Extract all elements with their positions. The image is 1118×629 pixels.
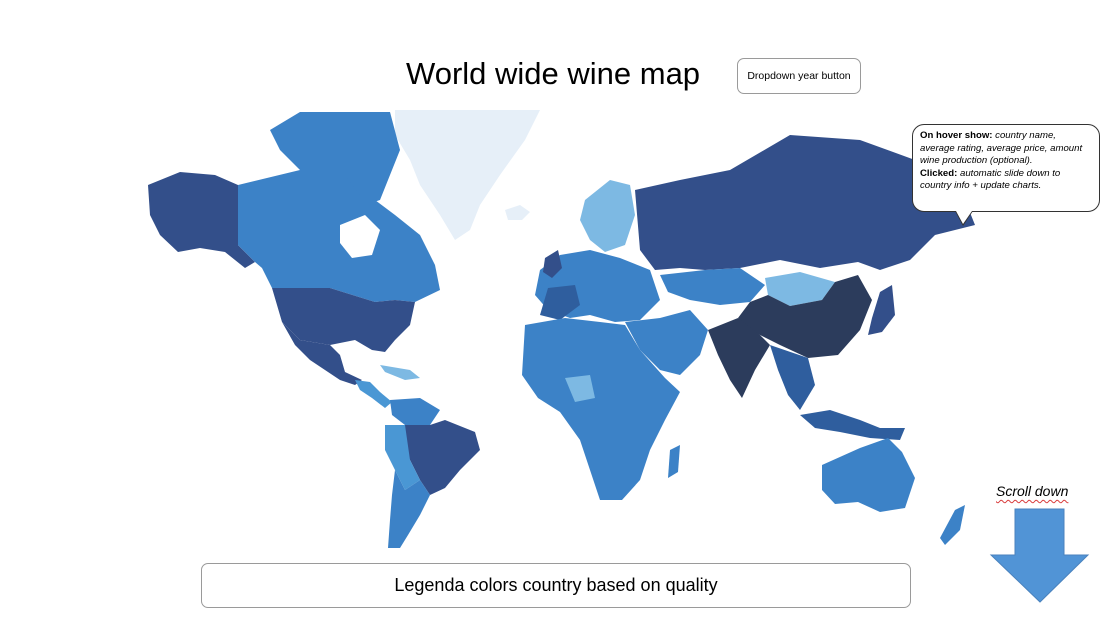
- water-hudson-bay: [340, 215, 380, 258]
- year-dropdown-button[interactable]: Dropdown year button: [737, 58, 861, 94]
- country-madagascar[interactable]: [668, 445, 680, 478]
- callout-hover-text: country name, average rating, average pr…: [920, 130, 1083, 166]
- country-kazakhstan[interactable]: [660, 268, 765, 305]
- country-central-america[interactable]: [355, 380, 392, 408]
- country-china[interactable]: [738, 275, 872, 358]
- country-japan[interactable]: [868, 285, 895, 335]
- legend-box: Legenda colors country based on quality: [201, 563, 911, 608]
- country-se-asia[interactable]: [770, 345, 815, 410]
- callout-tail-inner: [956, 211, 972, 224]
- country-usa[interactable]: [272, 288, 415, 352]
- country-venezuela[interactable]: [390, 398, 440, 425]
- country-nigeria[interactable]: [565, 375, 595, 402]
- title-text: World wide wine map: [406, 56, 701, 91]
- country-indonesia[interactable]: [800, 410, 905, 440]
- country-brazil[interactable]: [398, 420, 480, 495]
- callout-hover-heading: On hover show:: [920, 130, 993, 141]
- country-argentina[interactable]: [388, 470, 430, 548]
- callout-hover-line: On hover show: country name, average rat…: [920, 130, 1092, 168]
- country-middle-east[interactable]: [625, 310, 708, 375]
- country-iceland[interactable]: [505, 205, 530, 220]
- country-peru[interactable]: [385, 425, 420, 490]
- country-uk[interactable]: [543, 250, 562, 278]
- country-alaska[interactable]: [148, 172, 255, 268]
- year-dropdown-label: Dropdown year button: [747, 70, 851, 82]
- country-india[interactable]: [708, 318, 770, 398]
- country-australia[interactable]: [822, 438, 915, 512]
- scroll-down-label: Scroll down: [996, 483, 1068, 499]
- country-mongolia[interactable]: [765, 272, 835, 306]
- country-canada-islands[interactable]: [270, 112, 400, 210]
- hover-callout: On hover show: country name, average rat…: [912, 124, 1100, 226]
- callout-clicked-line: Clicked: automatic slide down to country…: [920, 168, 1092, 193]
- country-france[interactable]: [540, 285, 580, 320]
- scroll-down-text: Scroll down: [996, 483, 1069, 499]
- legend-label: Legenda colors country based on quality: [394, 575, 718, 595]
- country-russia[interactable]: [635, 135, 975, 270]
- country-canada[interactable]: [238, 170, 440, 302]
- country-caribbean[interactable]: [380, 365, 420, 380]
- country-africa[interactable]: [522, 318, 680, 500]
- country-scandinavia[interactable]: [580, 180, 635, 252]
- callout-clicked-text: automatic slide down to country info + u…: [920, 167, 1061, 192]
- country-new-zealand[interactable]: [940, 505, 965, 545]
- callout-clicked-heading: Clicked:: [920, 167, 958, 179]
- country-mexico[interactable]: [282, 322, 362, 385]
- page-title: World wide wine map: [406, 56, 700, 92]
- scroll-down-arrow-icon[interactable]: [989, 508, 1090, 603]
- country-greenland[interactable]: [395, 110, 540, 240]
